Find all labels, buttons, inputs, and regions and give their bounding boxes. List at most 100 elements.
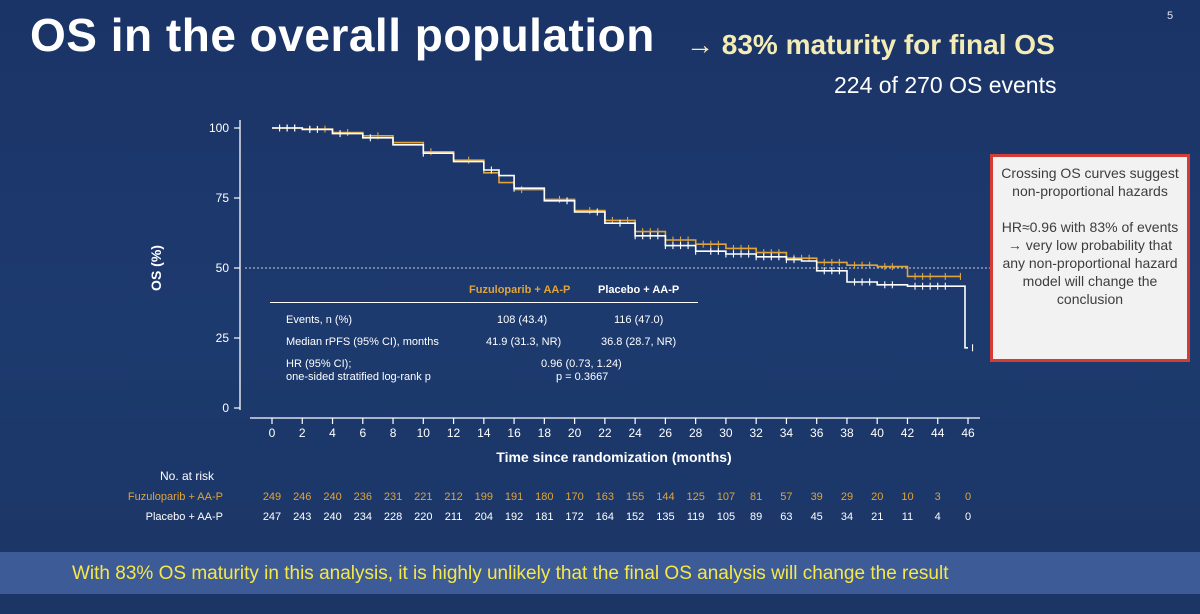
risk-value-fuzuloparib: 125: [686, 491, 705, 503]
x-tick-label: 0: [269, 426, 276, 440]
x-tick-label: 8: [390, 426, 397, 440]
risk-value-placebo: 0: [964, 511, 972, 523]
stats-divider: [270, 302, 698, 303]
risk-value-placebo: 181: [535, 511, 554, 523]
stats-events-placebo: 116 (47.0): [614, 314, 664, 326]
curve-fuzuloparib: [272, 127, 961, 278]
x-tick-label: 18: [538, 426, 552, 440]
risk-value-fuzuloparib: 246: [293, 491, 312, 503]
x-tick-label: 40: [871, 426, 885, 440]
risk-value-placebo: 220: [414, 511, 433, 523]
risk-value-fuzuloparib: 107: [716, 491, 736, 503]
risk-value-fuzuloparib: 3: [934, 491, 941, 503]
callout-text-crossing: Crossing OS curves suggest non-proportio…: [1001, 165, 1179, 199]
risk-value-placebo: 4: [934, 511, 941, 523]
risk-value-fuzuloparib: 170: [565, 491, 584, 503]
x-axis-label: Time since randomization (months): [496, 449, 732, 465]
risk-value-fuzuloparib: 155: [625, 491, 645, 503]
x-tick-label: 16: [507, 426, 521, 440]
risk-value-fuzuloparib: 81: [750, 491, 763, 503]
risk-value-placebo: 119: [686, 511, 705, 523]
risk-value-placebo: 11: [901, 511, 914, 523]
x-tick-label: 4: [329, 426, 336, 440]
y-tick-label: 25: [216, 331, 230, 345]
y-tick-label: 100: [209, 121, 229, 135]
risk-value-fuzuloparib: 57: [780, 491, 793, 503]
risk-value-placebo: 234: [353, 511, 372, 523]
risk-value-placebo: 152: [625, 511, 645, 523]
slide-title: OS in the overall population: [30, 9, 655, 61]
risk-value-placebo: 164: [595, 511, 615, 523]
x-tick-label: 26: [659, 426, 673, 440]
risk-value-fuzuloparib: 0: [964, 491, 972, 503]
risk-table-title: No. at risk: [160, 469, 215, 483]
risk-value-fuzuloparib: 199: [474, 491, 493, 503]
risk-value-placebo: 135: [656, 511, 675, 523]
risk-value-fuzuloparib: 191: [504, 491, 524, 503]
risk-value-fuzuloparib: 29: [840, 491, 854, 503]
x-tick-label: 30: [719, 426, 733, 440]
conclusion-text: With 83% OS maturity in this analysis, i…: [72, 563, 949, 584]
x-tick-label: 46: [961, 426, 975, 440]
x-tick-label: 6: [359, 426, 366, 440]
risk-value-fuzuloparib: 249: [262, 491, 282, 503]
stats-hr-value: 0.96 (0.73, 1.24): [541, 358, 622, 370]
risk-value-placebo: 211: [444, 511, 463, 523]
x-tick-label: 32: [749, 426, 763, 440]
stats-pvalue-label: one-sided stratified log-rank p: [286, 371, 431, 383]
y-tick-label: 0: [222, 401, 229, 415]
risk-value-fuzuloparib: 20: [871, 491, 884, 503]
os-events-note: 224 of 270 OS events: [834, 72, 1057, 98]
x-tick-label: 34: [780, 426, 794, 440]
x-tick-label: 10: [417, 426, 431, 440]
risk-value-fuzuloparib: 144: [656, 491, 675, 503]
km-curves: [272, 124, 974, 352]
conclusion-banner: [0, 552, 1200, 594]
stats-events-fuzuloparib: 108 (43.4): [497, 314, 548, 326]
x-tick-label: 2: [299, 426, 306, 440]
stats-hr-label: HR (95% CI);: [286, 358, 352, 370]
risk-value-placebo: 63: [780, 511, 793, 523]
risk-value-fuzuloparib: 180: [535, 491, 554, 503]
stats-median-fuzuloparib: 41.9 (31.3, NR): [486, 336, 562, 348]
x-tick-label: 44: [931, 426, 945, 440]
risk-label-placebo: Placebo + AA-P: [145, 511, 223, 523]
stats-p-value: p = 0.3667: [556, 371, 609, 383]
risk-value-placebo: 172: [565, 511, 584, 523]
stats-events-label: Events, n (%): [286, 314, 353, 326]
stats-header-fuzuloparib: Fuzuloparib + AA-P: [469, 284, 571, 296]
risk-value-placebo: 45: [810, 511, 823, 523]
x-tick-label: 12: [447, 426, 461, 440]
x-tick-label: 42: [901, 426, 915, 440]
x-tick-label: 22: [598, 426, 612, 440]
x-tick-label: 24: [628, 426, 642, 440]
risk-label-fuzuloparib: Fuzuloparib + AA-P: [127, 491, 223, 503]
y-tick-label: 50: [216, 261, 230, 275]
x-tick-label: 14: [477, 426, 491, 440]
x-tick-label: 20: [568, 426, 582, 440]
risk-value-placebo: 89: [750, 511, 763, 523]
x-tick-label: 36: [810, 426, 824, 440]
risk-value-fuzuloparib: 240: [323, 491, 342, 503]
risk-value-fuzuloparib: 231: [383, 491, 403, 503]
x-tick-label: 28: [689, 426, 703, 440]
risk-value-fuzuloparib: 221: [414, 491, 433, 503]
callout-text-hr: HR≈0.96 with 83% of events → very low pr…: [1001, 219, 1179, 307]
y-tick-label: 75: [216, 191, 230, 205]
y-axis-label: OS (%): [148, 245, 164, 291]
risk-value-placebo: 243: [293, 511, 312, 523]
risk-value-placebo: 240: [323, 511, 342, 523]
risk-value-placebo: 21: [871, 511, 884, 523]
risk-value-fuzuloparib: 39: [810, 491, 823, 503]
risk-value-placebo: 228: [383, 511, 403, 523]
risk-value-placebo: 34: [840, 511, 854, 523]
risk-value-placebo: 204: [474, 511, 493, 523]
callout-box: Crossing OS curves suggest non-proportio…: [990, 154, 1190, 362]
risk-value-placebo: 192: [504, 511, 524, 523]
page-number: 5: [1167, 10, 1174, 22]
risk-value-fuzuloparib: 236: [353, 491, 372, 503]
stats-median-label: Median rPFS (95% CI), months: [286, 336, 439, 348]
risk-value-fuzuloparib: 10: [901, 491, 914, 503]
